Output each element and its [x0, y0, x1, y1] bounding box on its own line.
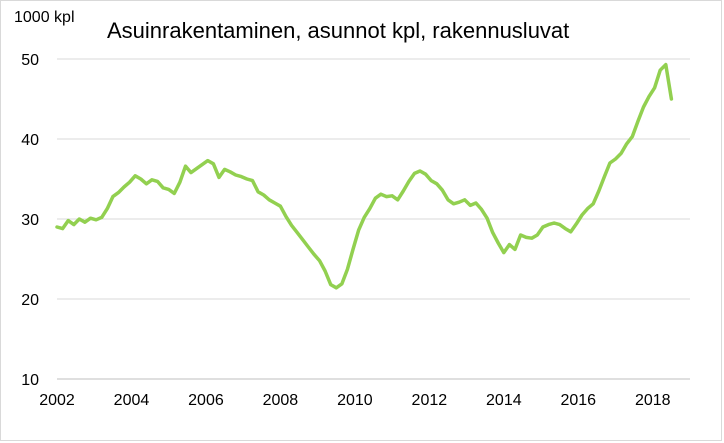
x-tick-label: 2004	[114, 392, 150, 409]
y-axis-label: 1000 kpl	[14, 9, 75, 26]
y-tick-label: 20	[21, 292, 39, 309]
x-tick-label: 2008	[263, 392, 299, 409]
y-tick-label: 30	[21, 212, 39, 229]
x-tick-label: 2014	[486, 392, 522, 409]
y-tick-label: 10	[21, 372, 39, 389]
x-tick-label: 2006	[188, 392, 224, 409]
x-tick-label: 2018	[635, 392, 671, 409]
y-tick-label: 50	[21, 52, 39, 69]
x-tick-label: 2016	[560, 392, 596, 409]
y-tick-label: 40	[21, 132, 39, 149]
x-tick-labels: 2002 2004 2006 2008 2010 2012 2014 2016 2018	[39, 392, 670, 409]
x-tick-label: 2012	[412, 392, 448, 409]
series-lines	[55, 62, 674, 290]
series-line	[55, 62, 674, 290]
y-tick-labels: 10 20 30 40 50	[21, 52, 39, 389]
chart-title: Asuinrakentaminen, asunnot kpl, rakennus…	[107, 18, 569, 43]
x-tick-label: 2010	[337, 392, 373, 409]
grid-lines	[57, 58, 690, 380]
x-tick-label: 2002	[39, 392, 75, 409]
